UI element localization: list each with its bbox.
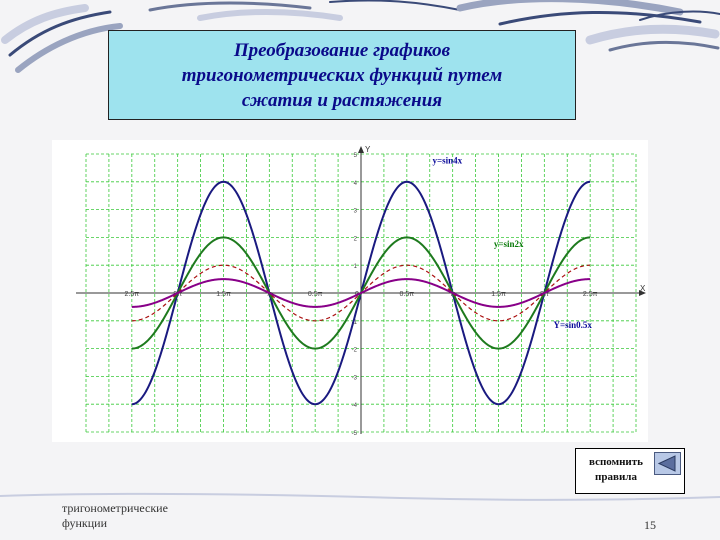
decorative-swooshes: [1, 0, 720, 73]
x-tick-label: 2.5π: [583, 291, 598, 298]
x-tick-label: 1.5π: [491, 291, 506, 298]
x-tick-label: 0.5π: [400, 291, 415, 298]
y-tick-label: -1: [352, 320, 358, 326]
y-tick-label: 1: [354, 264, 358, 270]
y-tick-label: 3: [354, 209, 358, 215]
slide-title-box: Преобразование графиков тригонометрическ…: [108, 30, 576, 120]
footer-swoosh: [0, 492, 720, 501]
footer-topic: тригонометрические функции: [62, 501, 222, 531]
x-tick-label: 1.5π: [216, 291, 231, 298]
y-tick-label: -5: [352, 431, 358, 437]
y-tick-label: -4: [352, 403, 358, 409]
footer-topic-line-2: функции: [62, 516, 107, 530]
y-tick-label: -2: [352, 348, 358, 354]
function-plot-panel: X Y 5 4 3 2 1 -1 -2 -3 -4 -5 2.5π 2π 1.5π π 0.5π 0 0.5π π 1.…: [52, 140, 648, 442]
series-line-3: [131, 278, 591, 308]
x-tick-label: 0.5π: [308, 291, 323, 298]
y-axis-label: Y: [365, 145, 371, 154]
series-label-3: Y=sin0.5x: [554, 320, 593, 330]
x-axis-arrow: [639, 290, 646, 296]
recall-rules-button[interactable]: вспомнить правила: [575, 448, 685, 494]
recall-rules-label: вспомнить правила: [580, 455, 652, 485]
x-tick-label: 2.5π: [125, 291, 140, 298]
page-number: 15: [644, 518, 656, 532]
back-arrow-glyph: [657, 455, 676, 472]
recall-rules-label-line-1: вспомнить: [589, 456, 643, 468]
slide-title-line-1: Преобразование графиков: [233, 39, 451, 61]
y-tick-label: 2: [354, 236, 358, 242]
slide-title-line-2: тригонометрических функций путем: [181, 64, 503, 86]
y-tick-label: 4: [354, 181, 358, 187]
series-label-1: y=sin2x: [494, 239, 524, 249]
back-arrow-icon[interactable]: [654, 452, 681, 475]
recall-rules-label-line-2: правила: [595, 471, 637, 483]
y-tick-label: -3: [352, 375, 358, 381]
y-axis-arrow: [358, 146, 364, 153]
footer-topic-line-1: тригонометрические: [62, 501, 168, 515]
slide-title-line-3: сжатия и растяжения: [241, 89, 443, 111]
series-label-0: y=sin4x: [433, 156, 463, 166]
x-axis-label: X: [640, 284, 646, 293]
y-tick-label: 5: [354, 153, 358, 159]
